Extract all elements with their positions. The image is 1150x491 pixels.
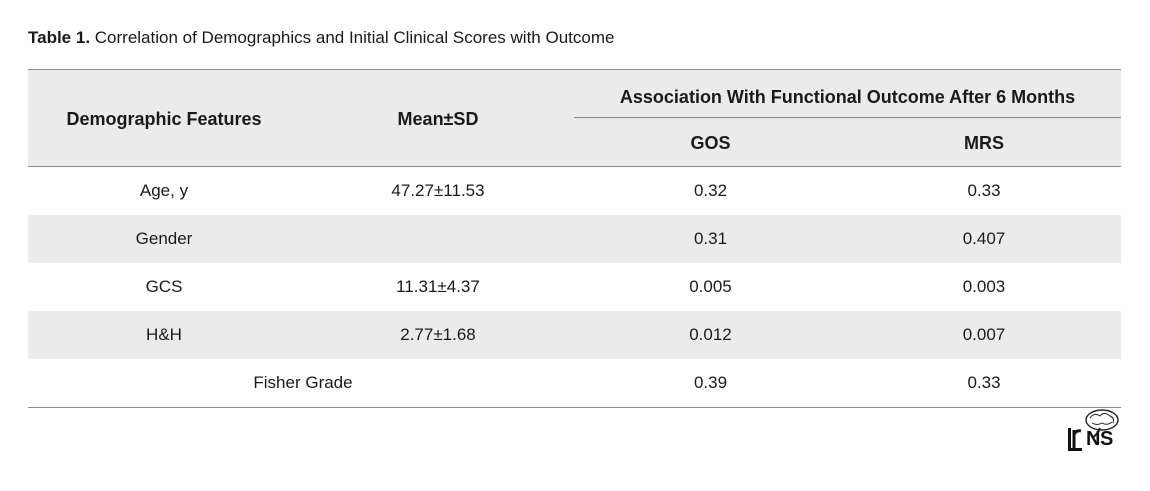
cell-mrs: 0.33	[967, 181, 1001, 200]
cell-mrs: 0.33	[967, 373, 1001, 392]
header-mrs: MRS	[964, 133, 1004, 153]
cell-mrs: 0.407	[962, 229, 1006, 248]
correlation-table: Demographic Features Mean±SD Association…	[28, 69, 1121, 408]
table-row: GCS 11.31±4.37 0.005 0.003	[28, 263, 1121, 311]
cell-gos: 0.012	[689, 325, 732, 344]
header-mean-sd: Mean±SD	[397, 109, 479, 129]
cell-feature: Fisher Grade	[253, 373, 353, 392]
header-demographic-features: Demographic Features	[66, 109, 262, 129]
cell-gos: 0.31	[693, 229, 728, 248]
brain-logo-icon	[1068, 409, 1119, 451]
cell-mean: 47.27±11.53	[391, 181, 485, 200]
table-header: Demographic Features Mean±SD Association…	[28, 70, 1121, 167]
table-row: H&H 2.77±1.68 0.012 0.007	[28, 311, 1121, 359]
cell-gos: 0.39	[693, 373, 728, 392]
header-group-divider	[574, 117, 1121, 118]
cell-feature: Gender	[135, 229, 193, 248]
cell-gos: 0.005	[689, 277, 732, 296]
table-row: Age, y 47.27±11.53 0.32 0.33	[28, 167, 1121, 215]
cell-gos: 0.32	[693, 181, 728, 200]
table-row: Gender 0.31 0.407	[28, 215, 1121, 263]
cell-mean: 2.77±1.68	[400, 325, 476, 344]
cell-feature: H&H	[146, 325, 182, 344]
logo-text: NS	[1086, 428, 1113, 450]
cell-feature: GCS	[145, 277, 183, 296]
caption-text: Correlation of Demographics and Initial …	[90, 28, 615, 47]
table-row: Fisher Grade 0.39 0.33	[28, 359, 1121, 407]
header-association-group: Association With Functional Outcome Afte…	[619, 87, 1076, 107]
cell-mrs: 0.003	[962, 277, 1006, 296]
caption-label: Table 1.	[28, 28, 91, 47]
cell-mrs: 0.007	[962, 325, 1006, 344]
table-caption: Table 1. Correlation of Demographics and…	[28, 28, 614, 48]
header-gos: GOS	[690, 133, 731, 153]
cell-feature: Age, y	[139, 181, 189, 200]
cell-mean: 11.31±4.37	[396, 277, 480, 296]
